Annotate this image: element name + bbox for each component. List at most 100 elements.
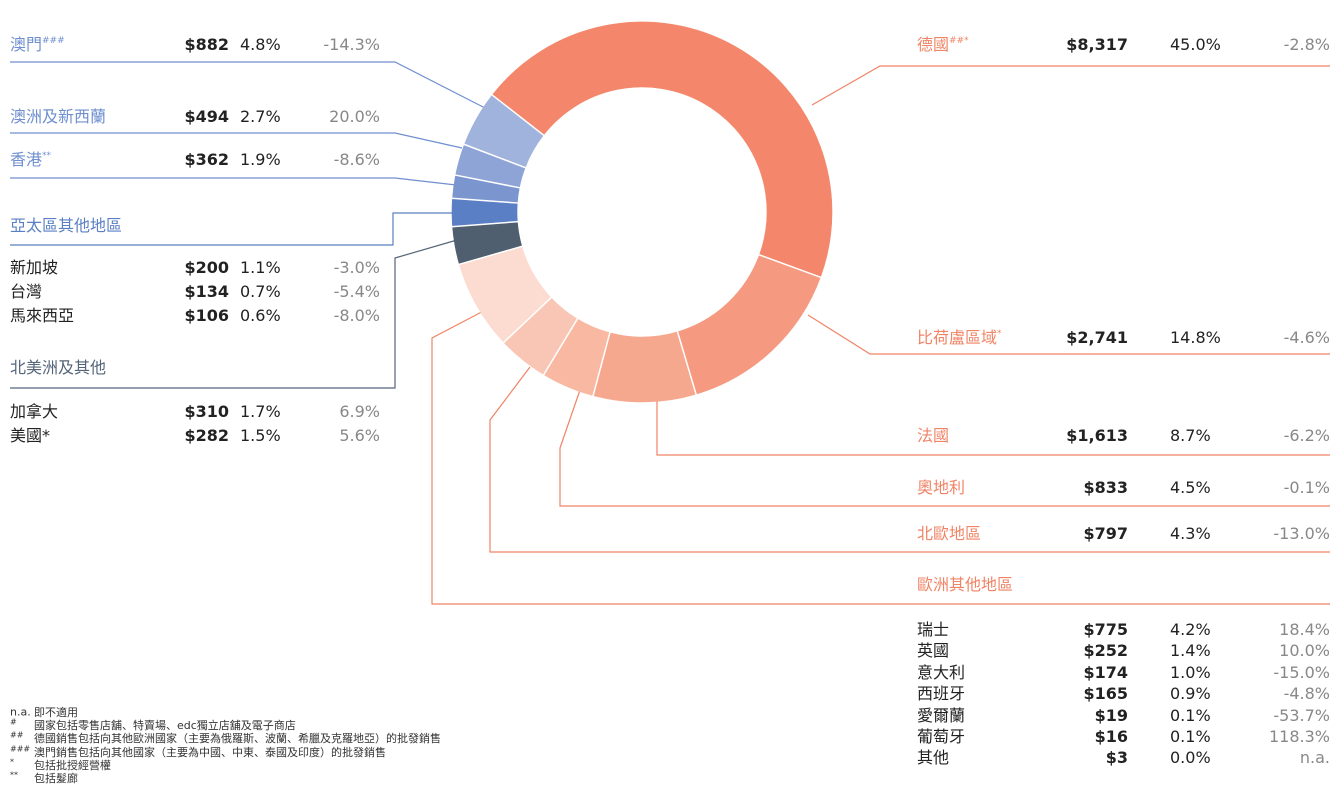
change: -15.0%: [1273, 662, 1330, 682]
change: -6.2%: [1283, 426, 1330, 445]
region-name: 香港**: [10, 152, 51, 168]
region-name: 法國: [917, 428, 949, 444]
change: 118.3%: [1268, 727, 1330, 746]
share: 0.6%: [240, 306, 281, 325]
change: 20.0%: [329, 107, 380, 126]
sales: $2,741: [1066, 328, 1128, 347]
region-label: 其他: [917, 748, 950, 768]
footnote-mark: *: [10, 757, 14, 767]
region-label: 香港: [10, 150, 43, 169]
footnote-text: 包括髮廊: [34, 772, 78, 785]
change: 18.4%: [1279, 620, 1330, 639]
region-name: 北歐地區: [917, 526, 981, 542]
region-label: 北歐地區: [917, 524, 982, 543]
region-label: 澳洲及新西蘭: [10, 107, 107, 126]
slice-separator: [592, 331, 611, 397]
change: 6.9%: [339, 402, 380, 421]
footnote-mark: **: [10, 770, 18, 780]
leader-line: [10, 239, 458, 389]
group-name: 歐洲其他地區: [917, 575, 1014, 594]
region-name: 英國: [917, 643, 949, 659]
sales: $494: [184, 107, 229, 126]
sales: $19: [1094, 705, 1128, 725]
share: 1.7%: [240, 402, 281, 421]
footnote-mark: ###: [10, 744, 31, 754]
sales: $282: [184, 426, 229, 445]
sales: $833: [1083, 478, 1128, 497]
slice-separator: [451, 220, 519, 228]
region-name: 奧地利: [917, 480, 965, 496]
share: 0.0%: [1170, 748, 1211, 768]
change: -14.3%: [323, 35, 380, 54]
footnote-text: 即不適用: [34, 706, 78, 719]
slice-separator: [542, 317, 579, 376]
region-name: 德國##*: [917, 37, 969, 53]
change: -0.1%: [1283, 478, 1330, 497]
region-label: 愛爾蘭: [917, 705, 966, 725]
slice-separator: [758, 253, 822, 279]
region-label: 新加坡: [10, 258, 59, 277]
change: -2.8%: [1283, 35, 1330, 54]
footnote-mark: **: [42, 151, 52, 161]
change: -5.4%: [333, 282, 380, 301]
slice-separator: [454, 174, 521, 189]
sales: $8,317: [1066, 35, 1128, 54]
region-label: 意大利: [917, 662, 966, 682]
leader-line: [489, 366, 1330, 553]
share: 8.7%: [1170, 426, 1211, 445]
donut-slice: [677, 254, 821, 395]
change: 10.0%: [1279, 641, 1330, 661]
slice-separator: [463, 143, 527, 169]
leader-line: [656, 398, 1330, 456]
share: 45.0%: [1170, 35, 1221, 54]
slice-separator: [491, 93, 545, 137]
sales: $310: [184, 402, 229, 421]
change: -4.8%: [1283, 684, 1330, 704]
share: 1.0%: [1170, 662, 1211, 682]
donut-slice: [491, 21, 833, 278]
share: 4.8%: [240, 35, 281, 54]
leader-line: [811, 65, 1330, 106]
region-name: 台灣: [10, 284, 42, 300]
region-name: 澳洲及新西蘭: [10, 109, 106, 125]
region-label: 法國: [917, 426, 950, 445]
leader-line: [10, 61, 486, 109]
sales: $1,613: [1066, 426, 1128, 445]
slice-separator: [502, 296, 553, 344]
region-name: 馬來西亞: [10, 308, 74, 324]
region-name: 新加坡: [10, 260, 58, 276]
change: -8.0%: [333, 306, 380, 325]
region-name: 其他: [917, 750, 949, 766]
region-label: 加拿大: [10, 402, 59, 421]
share: 14.8%: [1170, 328, 1221, 347]
footnote-mark: *: [42, 426, 51, 445]
change: n.a.: [1299, 748, 1330, 768]
change: -8.6%: [333, 150, 380, 169]
slice-separator: [676, 330, 698, 396]
group-name: 北美洲及其他: [10, 358, 107, 377]
share: 0.7%: [240, 282, 281, 301]
change: -13.0%: [1273, 524, 1330, 543]
footnote-mark: ##: [10, 730, 24, 740]
change: 5.6%: [339, 426, 380, 445]
region-name: 葡萄牙: [917, 729, 965, 745]
sales: $3: [1105, 748, 1128, 768]
share: 1.1%: [240, 258, 281, 277]
region-label: 澳門: [10, 35, 43, 54]
region-label: 奧地利: [917, 478, 966, 497]
change: -53.7%: [1273, 705, 1330, 725]
share: 0.1%: [1170, 705, 1211, 725]
sales: $134: [184, 282, 229, 301]
sales: $775: [1083, 620, 1128, 639]
footnote-mark: ###: [42, 36, 65, 46]
leader-line: [10, 132, 463, 149]
share: 4.2%: [1170, 620, 1211, 639]
region-name: 瑞士: [917, 622, 949, 638]
region-label: 德國: [917, 35, 950, 54]
region-label: 西班牙: [917, 684, 966, 704]
leader-line: [431, 304, 1330, 605]
leader-lines: [10, 61, 1330, 605]
region-name: 比荷盧區域*: [917, 330, 1002, 346]
footnote-mark: n.a.: [10, 705, 31, 719]
